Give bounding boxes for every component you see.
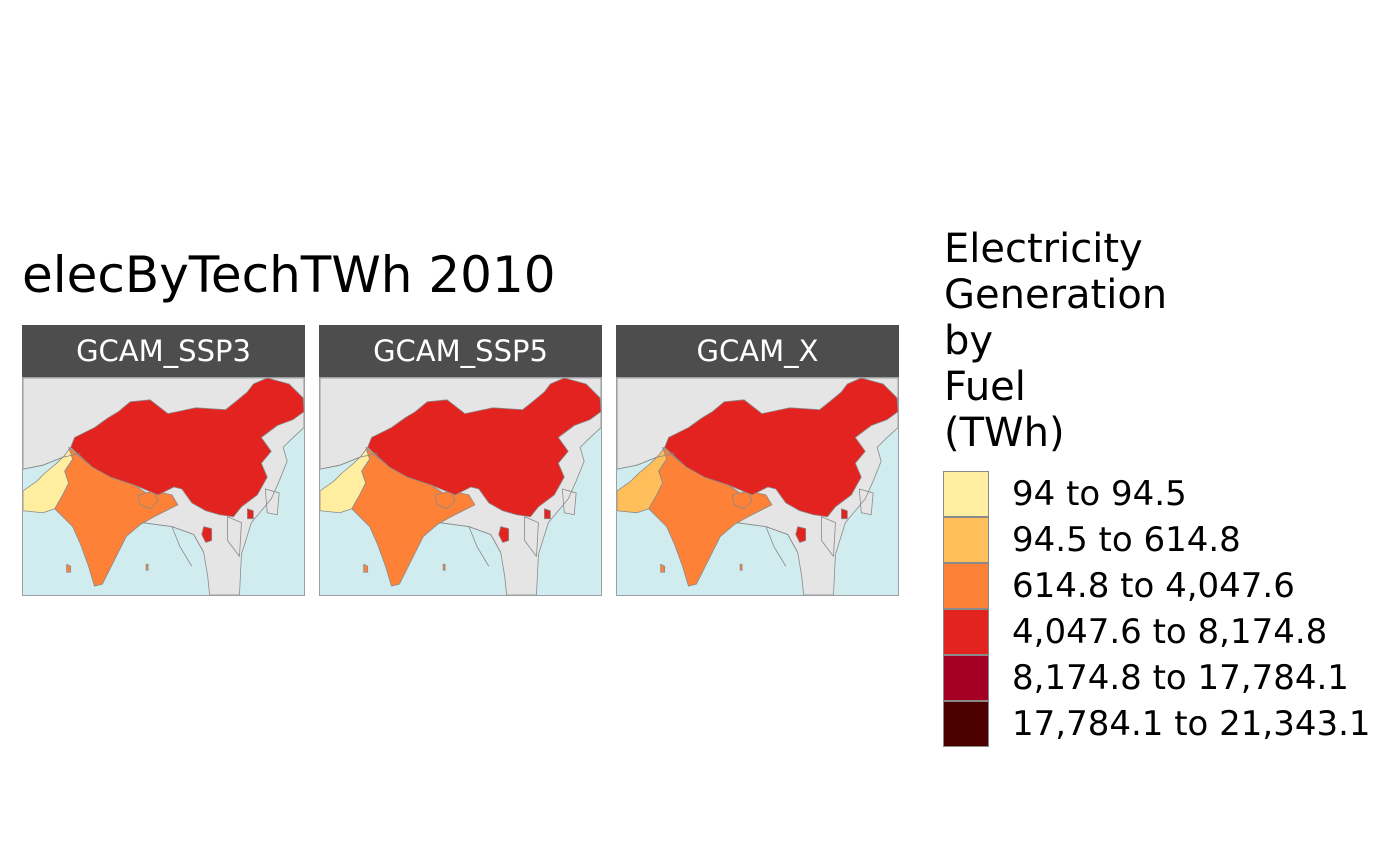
legend-label: 614.8 to 4,047.6 [1012, 566, 1295, 606]
facet-map [616, 377, 899, 596]
legend-title-line: by [944, 318, 994, 364]
legend-swatch [943, 609, 989, 655]
legend-label: 4,047.6 to 8,174.8 [1012, 612, 1328, 652]
country-borders [23, 425, 278, 567]
facet-strip-label: GCAM_X [616, 325, 899, 377]
legend-label: 17,784.1 to 21,343.1 [1012, 704, 1371, 744]
legend-label: 94 to 94.5 [1012, 474, 1187, 514]
facet-strip-label: GCAM_SSP5 [319, 325, 602, 377]
facet-panel-ssp3: GCAM_SSP3 [22, 325, 305, 596]
legend-swatch [943, 563, 989, 609]
legend-title-line: (TWh) [944, 410, 1065, 456]
facet-map [22, 377, 305, 596]
facet-map [319, 377, 602, 596]
legend-swatch [943, 701, 989, 747]
country-borders [617, 425, 872, 567]
region-china [367, 378, 601, 543]
map-canvas [617, 378, 898, 595]
facet-strip-label: GCAM_SSP3 [22, 325, 305, 377]
legend-swatch [943, 471, 989, 517]
map-title: elecByTechTWh 2010 [22, 246, 556, 304]
region-china [70, 378, 304, 543]
legend-label: 94.5 to 614.8 [1012, 520, 1241, 560]
legend-swatch [943, 517, 989, 563]
legend-swatch [943, 655, 989, 701]
legend-title-line: Generation [944, 272, 1168, 318]
region-india [54, 446, 179, 587]
legend-title: Electricity Generation by Fuel (TWh) [944, 226, 1167, 456]
map-canvas [23, 378, 304, 595]
facet-panel-x: GCAM_X [616, 325, 899, 596]
facet-panel-ssp5: GCAM_SSP5 [319, 325, 602, 596]
region-china [664, 378, 898, 543]
legend-label: 8,174.8 to 17,784.1 [1012, 658, 1349, 698]
country-borders [320, 425, 575, 567]
legend-title-line: Fuel [944, 364, 1026, 410]
map-canvas [320, 378, 601, 595]
legend-title-line: Electricity [944, 226, 1143, 272]
